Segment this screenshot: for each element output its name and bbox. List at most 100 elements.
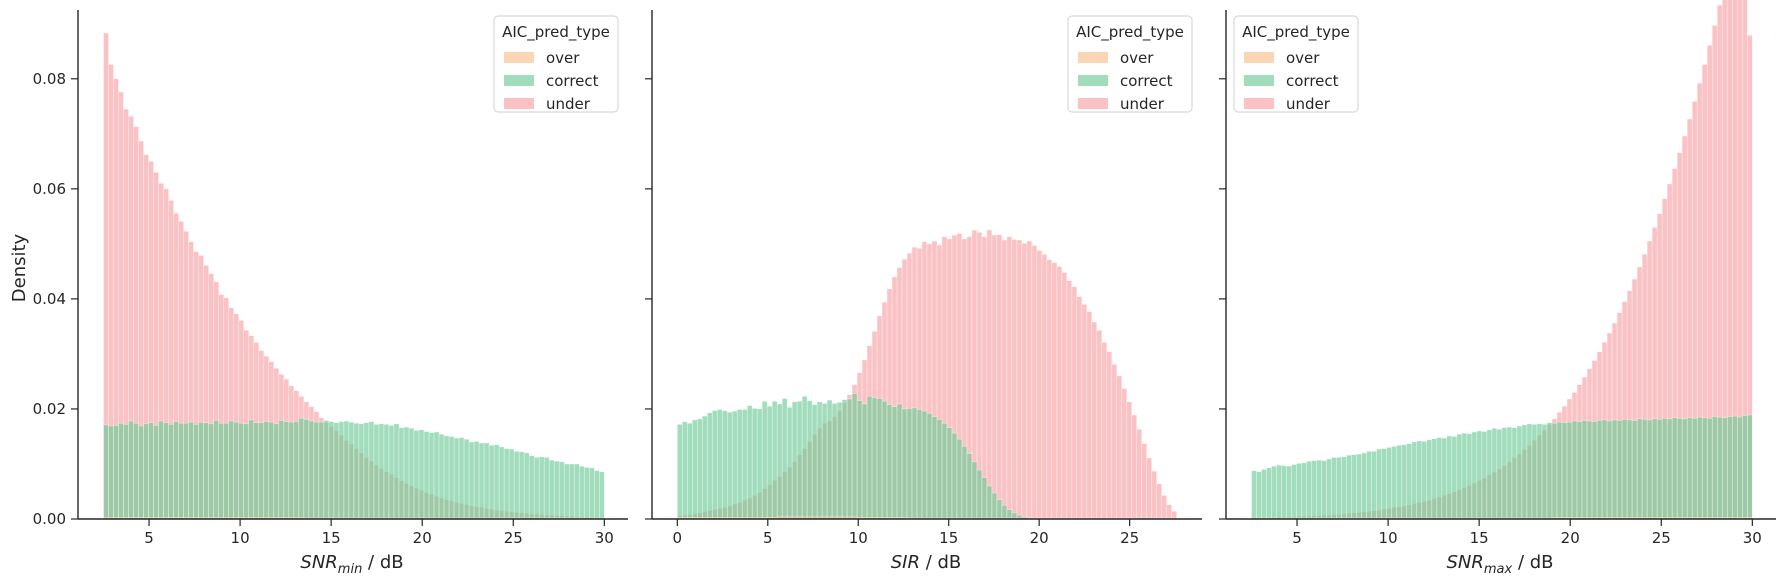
legend-label-over: over (1120, 49, 1154, 67)
bar-correct (148, 422, 154, 520)
bar-correct (1631, 420, 1638, 520)
bar-correct (103, 424, 109, 520)
bar-correct (796, 400, 803, 520)
bar-correct (303, 419, 310, 520)
bar-correct (468, 441, 475, 520)
bar-correct (448, 436, 455, 520)
bar-correct (931, 416, 938, 520)
bar-correct (896, 403, 903, 520)
xlabel-snr-max: SNRmax / dB (1446, 552, 1553, 577)
bar-correct (731, 410, 738, 520)
legend-label-under: under (1286, 95, 1331, 113)
bar-correct (866, 395, 873, 520)
xlabel-sir: SIR / dB (891, 552, 962, 573)
bar-correct (1666, 418, 1673, 520)
bar-under (1101, 342, 1108, 520)
bar-correct (323, 420, 330, 520)
bar-correct (1506, 426, 1513, 520)
bar-correct (1661, 417, 1668, 520)
x-tick-label: 20 (1030, 529, 1049, 547)
bar-correct (488, 444, 495, 520)
bar-correct (1001, 504, 1008, 520)
bar-correct (736, 409, 743, 520)
bar-correct (173, 421, 179, 520)
bar-correct (1481, 431, 1488, 520)
bar-correct (1546, 422, 1553, 520)
bar-correct (228, 420, 235, 520)
bar-correct (981, 477, 988, 520)
bar-correct (478, 442, 485, 520)
panel-snr-min: 0.000.020.040.060.085 10 15 20 25 30 Density … (9, 10, 628, 577)
ylabel-density: Density (9, 233, 30, 302)
bar-correct (263, 421, 270, 520)
bar-correct (1711, 416, 1718, 520)
bar-correct (1716, 416, 1723, 520)
x-tick-label: 20 (1561, 529, 1580, 547)
bar-correct (1366, 451, 1372, 520)
legend-frame (1067, 15, 1193, 113)
bar-correct (1636, 418, 1643, 520)
bar-correct (528, 455, 535, 520)
axes-sir: 0 5 10 15 20 25 (645, 10, 1202, 547)
bar-correct (1541, 424, 1548, 520)
bar-correct (248, 419, 255, 520)
bar-correct (1316, 459, 1322, 520)
bar-correct (328, 421, 335, 520)
bar-correct (358, 423, 365, 520)
bar-correct (428, 432, 435, 520)
bar-correct (203, 422, 209, 520)
bar-correct (333, 422, 340, 520)
bar-correct (1501, 427, 1508, 520)
bar-correct (1676, 417, 1683, 520)
bar-correct (1356, 453, 1362, 520)
bar-under (1126, 401, 1133, 520)
bar-correct (951, 432, 958, 520)
bar-correct (836, 402, 843, 520)
bar-correct (1006, 509, 1013, 520)
bar-correct (761, 400, 768, 520)
bar-under (996, 234, 1003, 520)
bar-correct (906, 408, 913, 520)
legend-swatch-over (1078, 52, 1108, 63)
bar-correct (233, 421, 240, 520)
legend-label-over: over (1286, 49, 1320, 67)
bar-correct (503, 448, 510, 520)
bar-correct (1701, 417, 1708, 520)
bar-correct (498, 446, 505, 520)
bar-correct (1526, 423, 1533, 520)
bar-correct (368, 421, 375, 520)
x-tick-label: 5 (144, 529, 154, 547)
bar-under (1071, 286, 1078, 520)
bar-correct (288, 421, 295, 520)
bar-correct (1451, 436, 1458, 520)
x-tick-label: 5 (763, 529, 773, 547)
bar-correct (1306, 460, 1312, 520)
bar-correct (1336, 457, 1342, 520)
bar-correct (1346, 454, 1352, 520)
bar-correct (133, 422, 139, 520)
bar-correct (1747, 414, 1753, 520)
bar-correct (776, 403, 783, 520)
bar-correct (936, 419, 943, 520)
legend-label-correct: correct (1286, 72, 1339, 90)
bar-correct (568, 463, 575, 520)
bar-under (1056, 266, 1063, 520)
bar-correct (1566, 421, 1573, 520)
bar-under (1096, 329, 1103, 520)
bar-correct (313, 421, 320, 520)
bar-correct (343, 420, 350, 520)
bar-correct (118, 422, 124, 520)
bar-correct (1591, 421, 1598, 520)
bar-correct (1516, 425, 1523, 520)
panel-snr-max: 5 10 15 20 25 30 SNRmax / dB AIC_pred_typeove… (1219, 0, 1776, 577)
bar-correct (128, 420, 134, 520)
legend-label-under: under (546, 95, 591, 113)
bar-correct (183, 422, 189, 520)
bar-under (1006, 236, 1013, 520)
bar-correct (961, 446, 968, 520)
bar-correct (701, 415, 708, 520)
bar-correct (393, 423, 400, 520)
x-tick-label: 15 (1470, 529, 1489, 547)
